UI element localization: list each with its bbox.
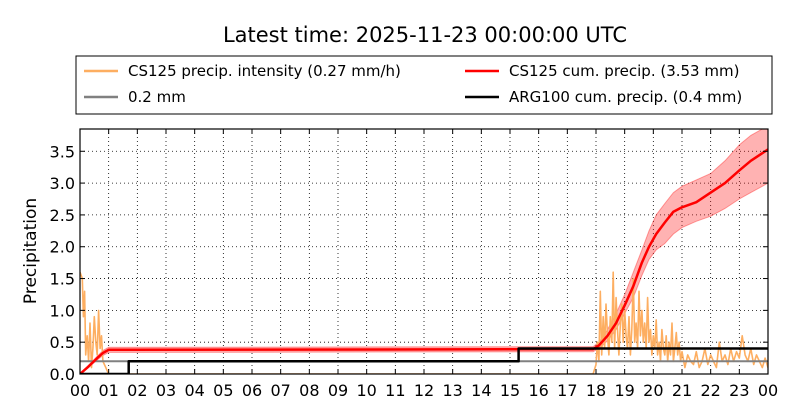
legend-label-arg100-cum: ARG100 cum. precip. (0.4 mm): [509, 88, 742, 106]
x-tick-label: 10: [356, 381, 376, 400]
x-tick-label: 06: [242, 381, 262, 400]
cs125-cum-line: [80, 148, 768, 374]
axis-ticks: 00 01 02 03 04 05 06 07 08 09 10 11 12 13 14 15 16 17 18 19…: [50, 129, 778, 400]
legend-label-threshold: 0.2 mm: [128, 88, 186, 106]
x-tick-label: 14: [471, 381, 491, 400]
x-tick-label: 05: [213, 381, 233, 400]
x-tick-label: 09: [328, 381, 348, 400]
y-tick-label: 1.5: [50, 270, 75, 289]
x-tick-label: 01: [98, 381, 118, 400]
x-tick-label: 19: [614, 381, 634, 400]
legend-label-intensity: CS125 precip. intensity (0.27 mm/h): [128, 62, 401, 80]
legend: CS125 precip. intensity (0.27 mm/h) CS12…: [75, 55, 773, 115]
x-tick-label: 03: [156, 381, 176, 400]
x-tick-label: 02: [127, 381, 147, 400]
y-tick-label: 0.0: [50, 365, 75, 384]
x-tick-label: 20: [643, 381, 663, 400]
x-tick-label: 15: [500, 381, 520, 400]
cs125-intensity-line: [80, 271, 768, 374]
x-tick-label: 16: [528, 381, 548, 400]
x-tick-label: 23: [729, 381, 749, 400]
x-tick-label: 12: [414, 381, 434, 400]
x-tick-label: 11: [385, 381, 405, 400]
x-tick-label: 07: [270, 381, 290, 400]
x-tick-label: 00: [70, 381, 90, 400]
y-tick-label: 3.0: [50, 174, 75, 193]
legend-label-cs125-cum: CS125 cum. precip. (3.53 mm): [509, 62, 739, 80]
y-tick-label: 3.5: [50, 142, 75, 161]
x-tick-label: 00: [758, 381, 778, 400]
y-tick-label: 1.0: [50, 301, 75, 320]
y-axis-label: Precipitation: [21, 198, 41, 304]
chart-title: Latest time: 2025-11-23 00:00:00 UTC: [223, 23, 627, 47]
y-tick-label: 2.5: [50, 206, 75, 225]
x-tick-label: 21: [672, 381, 692, 400]
y-tick-label: 2.0: [50, 238, 75, 257]
x-tick-label: 22: [700, 381, 720, 400]
legend-box: [75, 55, 773, 115]
x-tick-label: 13: [442, 381, 462, 400]
series-lines: [80, 148, 768, 374]
x-tick-label: 08: [299, 381, 319, 400]
arg100-cum-line: [80, 347, 768, 374]
x-tick-label: 18: [586, 381, 606, 400]
grid-lines: [80, 129, 768, 374]
y-tick-label: 0.5: [50, 333, 75, 352]
x-tick-label: 04: [184, 381, 204, 400]
x-tick-label: 17: [557, 381, 577, 400]
